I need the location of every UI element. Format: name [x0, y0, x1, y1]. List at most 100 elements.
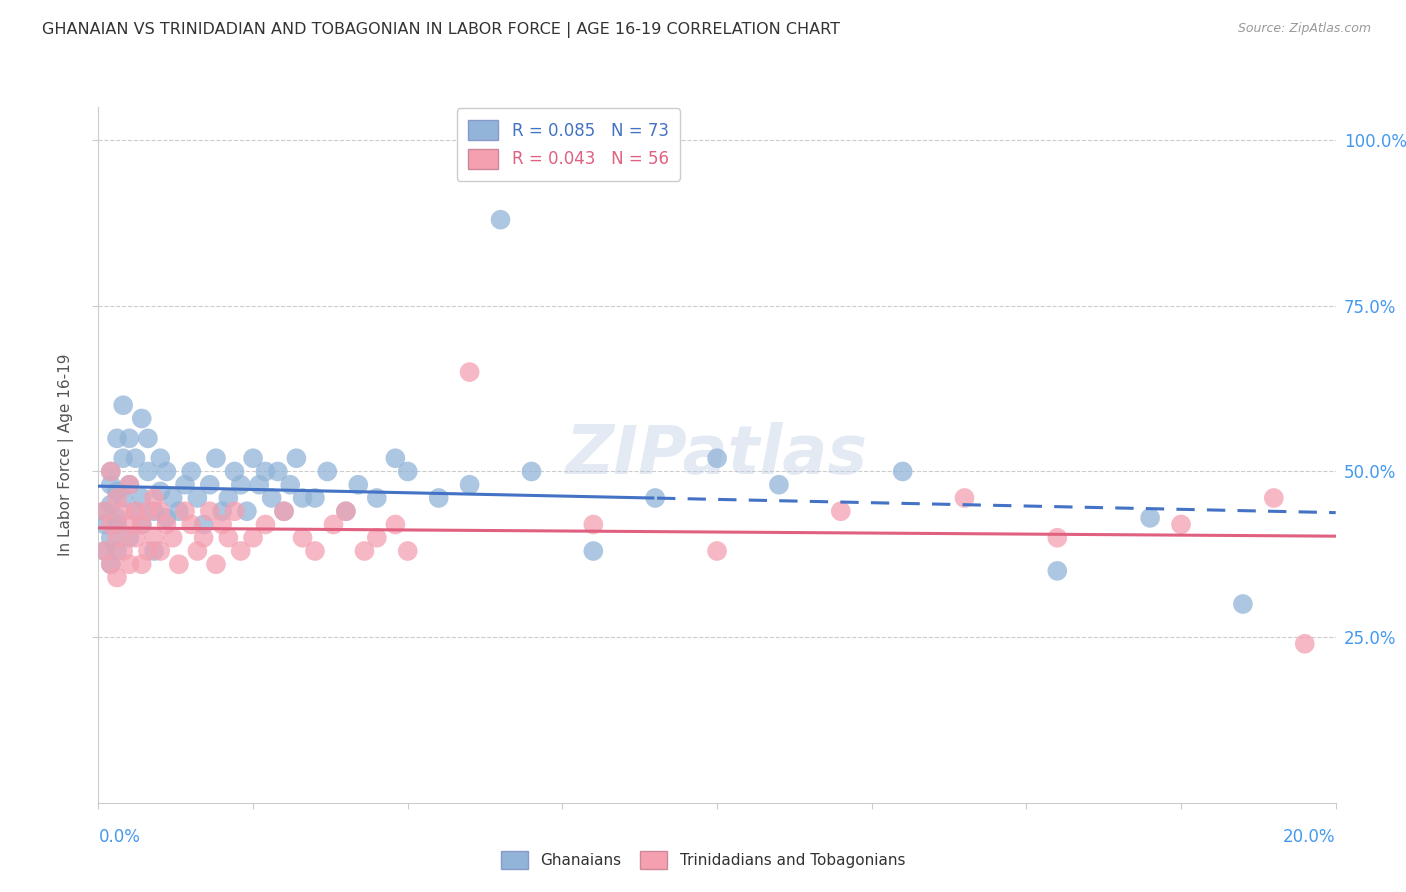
- Point: [242, 451, 264, 466]
- Point: [205, 451, 228, 466]
- Point: [105, 517, 128, 532]
- Point: [520, 465, 543, 479]
- Point: [458, 365, 481, 379]
- Point: [217, 531, 239, 545]
- Point: [186, 544, 208, 558]
- Point: [198, 504, 221, 518]
- Point: [131, 491, 153, 505]
- Point: [273, 504, 295, 518]
- Point: [830, 504, 852, 518]
- Point: [155, 511, 177, 525]
- Point: [100, 465, 122, 479]
- Point: [93, 504, 115, 518]
- Point: [180, 517, 202, 532]
- Point: [236, 504, 259, 518]
- Point: [105, 431, 128, 445]
- Point: [162, 531, 184, 545]
- Point: [254, 465, 277, 479]
- Point: [953, 491, 976, 505]
- Point: [131, 411, 153, 425]
- Y-axis label: In Labor Force | Age 16-19: In Labor Force | Age 16-19: [58, 353, 75, 557]
- Point: [112, 491, 135, 505]
- Point: [112, 451, 135, 466]
- Point: [124, 451, 146, 466]
- Legend: R = 0.085   N = 73, R = 0.043   N = 56: R = 0.085 N = 73, R = 0.043 N = 56: [457, 109, 681, 181]
- Point: [118, 517, 141, 532]
- Point: [1139, 511, 1161, 525]
- Point: [198, 477, 221, 491]
- Point: [136, 465, 159, 479]
- Point: [396, 544, 419, 558]
- Point: [149, 484, 172, 499]
- Point: [260, 491, 283, 505]
- Point: [149, 451, 172, 466]
- Text: Source: ZipAtlas.com: Source: ZipAtlas.com: [1237, 22, 1371, 36]
- Point: [366, 531, 388, 545]
- Point: [136, 431, 159, 445]
- Point: [186, 491, 208, 505]
- Point: [322, 517, 344, 532]
- Point: [1232, 597, 1254, 611]
- Point: [278, 477, 301, 491]
- Point: [768, 477, 790, 491]
- Point: [131, 558, 153, 572]
- Point: [112, 504, 135, 518]
- Point: [118, 531, 141, 545]
- Point: [167, 558, 190, 572]
- Point: [316, 465, 339, 479]
- Point: [285, 451, 308, 466]
- Point: [118, 558, 141, 572]
- Point: [174, 504, 197, 518]
- Point: [224, 465, 246, 479]
- Point: [112, 398, 135, 412]
- Point: [273, 504, 295, 518]
- Point: [384, 451, 406, 466]
- Point: [100, 498, 122, 512]
- Point: [118, 477, 141, 491]
- Point: [304, 491, 326, 505]
- Point: [105, 511, 128, 525]
- Point: [100, 517, 122, 532]
- Point: [124, 504, 146, 518]
- Point: [644, 491, 666, 505]
- Point: [242, 531, 264, 545]
- Point: [347, 477, 370, 491]
- Point: [118, 477, 141, 491]
- Point: [112, 544, 135, 558]
- Point: [396, 465, 419, 479]
- Point: [193, 517, 215, 532]
- Point: [291, 531, 314, 545]
- Point: [174, 477, 197, 491]
- Point: [131, 517, 153, 532]
- Point: [205, 558, 228, 572]
- Point: [582, 544, 605, 558]
- Point: [211, 504, 233, 518]
- Point: [384, 517, 406, 532]
- Point: [427, 491, 450, 505]
- Point: [131, 517, 153, 532]
- Point: [1263, 491, 1285, 505]
- Point: [155, 465, 177, 479]
- Point: [105, 544, 128, 558]
- Point: [582, 517, 605, 532]
- Point: [706, 544, 728, 558]
- Point: [1046, 531, 1069, 545]
- Point: [217, 491, 239, 505]
- Text: 0.0%: 0.0%: [98, 828, 141, 846]
- Point: [155, 517, 177, 532]
- Point: [706, 451, 728, 466]
- Point: [489, 212, 512, 227]
- Point: [224, 504, 246, 518]
- Legend: Ghanaians, Trinidadians and Tobagonians: Ghanaians, Trinidadians and Tobagonians: [495, 845, 911, 875]
- Point: [136, 504, 159, 518]
- Point: [105, 491, 128, 505]
- Text: GHANAIAN VS TRINIDADIAN AND TOBAGONIAN IN LABOR FORCE | AGE 16-19 CORRELATION CH: GHANAIAN VS TRINIDADIAN AND TOBAGONIAN I…: [42, 22, 841, 38]
- Text: ZIPatlas: ZIPatlas: [567, 422, 868, 488]
- Point: [891, 465, 914, 479]
- Point: [180, 465, 202, 479]
- Point: [1046, 564, 1069, 578]
- Point: [193, 531, 215, 545]
- Point: [100, 531, 122, 545]
- Point: [211, 517, 233, 532]
- Point: [247, 477, 270, 491]
